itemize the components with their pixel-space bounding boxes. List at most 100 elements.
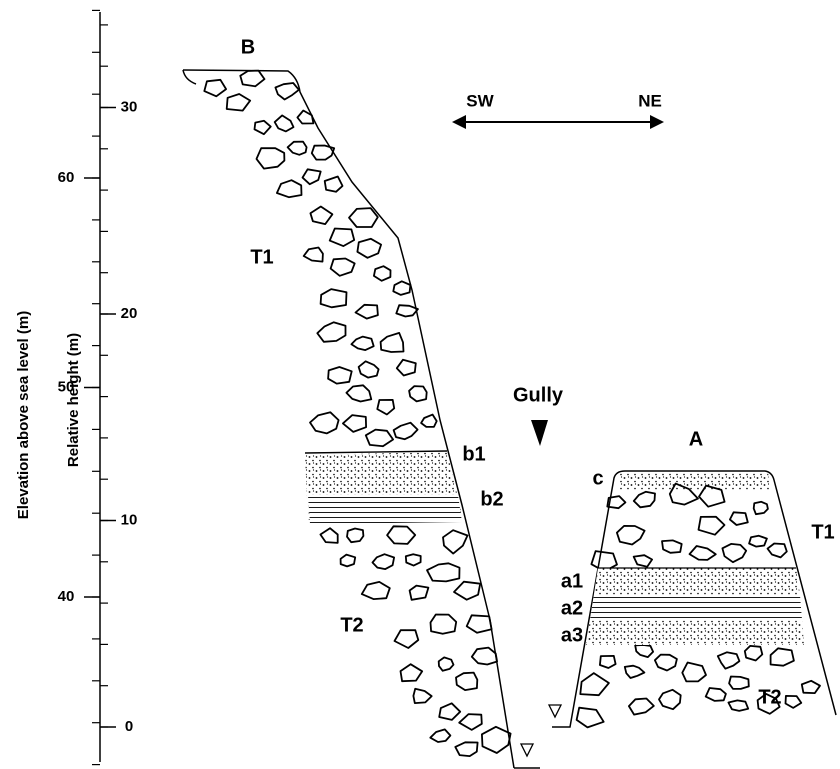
arrow-head [452, 115, 466, 129]
clast [629, 699, 654, 715]
layer-c [618, 472, 770, 490]
clast [240, 71, 264, 87]
clast [662, 540, 682, 552]
tick-label: 10 [121, 511, 138, 528]
clast [341, 555, 356, 567]
unit-label: c [592, 467, 603, 489]
clast [288, 142, 307, 155]
profile-b-edge [183, 70, 196, 84]
clast [349, 208, 378, 227]
clast [439, 703, 460, 720]
clast [730, 512, 748, 525]
clast [577, 708, 604, 728]
unit-label: b2 [480, 488, 503, 510]
clast [310, 412, 339, 433]
clast [482, 727, 511, 753]
section-name: A [689, 428, 703, 450]
clast [454, 582, 480, 600]
clast [310, 207, 332, 225]
clast [320, 528, 337, 543]
clast [277, 180, 302, 197]
clast [802, 681, 820, 693]
unit-label: T2 [340, 614, 363, 636]
relative-axis-title: Relative height (m) [65, 333, 82, 467]
clast [771, 648, 794, 665]
clast [275, 115, 294, 131]
clast [406, 554, 421, 565]
clast [413, 689, 431, 703]
clast [397, 360, 416, 376]
clast [427, 563, 460, 581]
clast [749, 536, 767, 547]
clast [409, 386, 427, 401]
layer-b2 [308, 495, 462, 524]
arrow-head [650, 115, 664, 129]
clast [456, 673, 477, 691]
clast [625, 666, 645, 678]
clast [330, 229, 355, 247]
clast [659, 690, 681, 709]
clast [430, 729, 450, 742]
clast [357, 239, 381, 258]
unit-label: T2 [758, 686, 781, 708]
clast [635, 645, 653, 657]
clast [304, 248, 323, 262]
clast [396, 305, 418, 316]
clast [328, 367, 352, 384]
tick-label: 0 [125, 718, 133, 735]
clast [275, 83, 299, 100]
clast [395, 630, 419, 648]
clast [204, 80, 226, 97]
clast [729, 677, 749, 689]
clast [459, 714, 482, 730]
tick-label: 30 [121, 98, 138, 115]
clast [373, 554, 395, 569]
clast [617, 526, 645, 545]
clast [443, 530, 468, 553]
clast [343, 415, 366, 432]
gully-label: Gully [513, 384, 564, 406]
clast [718, 652, 740, 668]
clast [374, 266, 391, 281]
direction-label: NE [638, 91, 662, 110]
section-diagram: Elevation above sea level (m) Relative h… [0, 0, 840, 769]
layer-a1 [594, 568, 800, 595]
clast [754, 502, 768, 514]
water-marker [549, 705, 561, 717]
clast [317, 322, 345, 342]
gully-arrow [531, 420, 548, 446]
clast [387, 526, 415, 544]
clast [346, 385, 371, 401]
tick-label: 50 [58, 378, 75, 395]
section-name: B [241, 36, 255, 58]
clast [321, 289, 347, 307]
tick-label: 40 [58, 588, 75, 605]
unit-label: T1 [250, 246, 273, 268]
clast [745, 646, 763, 661]
tick-label: 60 [58, 169, 75, 186]
clast [366, 430, 393, 447]
clast [325, 177, 343, 192]
clast [467, 615, 492, 633]
clast [728, 700, 748, 711]
layer-a3 [586, 620, 804, 645]
clast [768, 544, 787, 558]
clast [600, 656, 616, 668]
clast [682, 663, 706, 682]
clast [439, 657, 454, 670]
clast [410, 586, 429, 600]
unit-label: T1 [811, 521, 834, 543]
layer-a2 [590, 595, 802, 620]
tick-label: 20 [121, 305, 138, 322]
water-marker [521, 744, 533, 756]
clast [394, 423, 418, 440]
clast [455, 742, 477, 756]
clast [347, 529, 363, 543]
unit-label: a3 [561, 624, 583, 646]
clast [331, 259, 355, 276]
direction-label: SW [466, 91, 494, 110]
clast [381, 333, 404, 352]
clast [255, 121, 271, 134]
clast [362, 582, 390, 599]
clast [431, 615, 457, 634]
